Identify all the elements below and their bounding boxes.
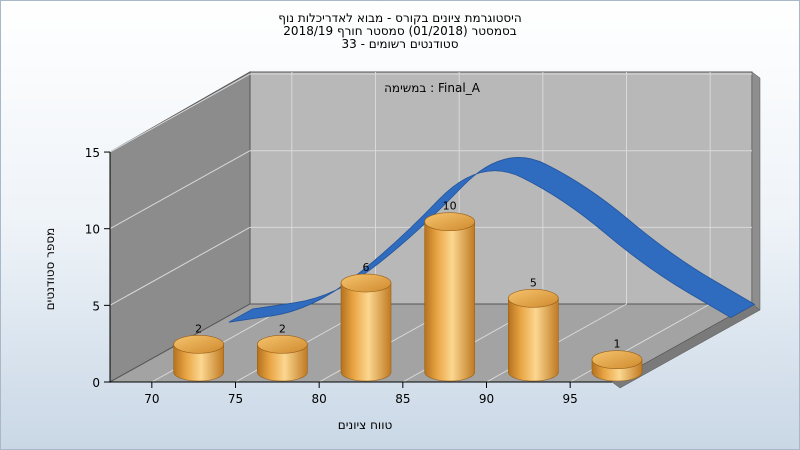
bar-value-label: 10 [443, 200, 457, 213]
y-gridline-wall [109, 150, 251, 230]
bar-body [173, 344, 224, 382]
bar-top [257, 335, 308, 354]
y-axis-label: מספר סטודנטים [43, 227, 57, 311]
chart-title-line-1: היסטוגרמת ציונים בקורס - מבוא לאדריכלות … [278, 11, 522, 25]
y-gridline-wall [109, 226, 251, 306]
bar-2: 6 [340, 261, 392, 382]
bar-value-label: 2 [279, 322, 286, 335]
bar-top [591, 350, 643, 369]
bar-body [257, 344, 308, 382]
x-axis-label: טווח ציונים [337, 418, 393, 432]
y-tick-label: 10 [85, 223, 100, 237]
x-tick-label: 80 [312, 392, 327, 406]
chart-annotation: במשימה : Final_A [384, 81, 481, 95]
bar-value-label: 5 [530, 276, 537, 289]
bar-body [508, 298, 559, 382]
bar-value-label: 1 [614, 338, 621, 351]
x-tick-label: 85 [395, 392, 410, 406]
bar-0: 2 [173, 322, 224, 382]
x-tick-label: 90 [479, 392, 494, 406]
axes: 0 5 10 15 70 75 80 85 90 95 [85, 146, 612, 406]
x-tick-label: 70 [144, 392, 159, 406]
bar-value-label: 2 [195, 322, 202, 335]
x-tick-label: 75 [228, 392, 243, 406]
y-gridline-wall [109, 73, 251, 153]
bar-body [424, 221, 475, 382]
back-right-edge [751, 71, 761, 311]
x-tick-label: 95 [563, 392, 578, 406]
gridlines [109, 72, 752, 383]
y-tick-label: 5 [92, 299, 100, 313]
bars: 2 2 6 10 5 1 [173, 200, 643, 382]
y-tick-label: 15 [85, 146, 100, 160]
bar-top [508, 289, 559, 308]
bar-value-label: 6 [363, 261, 370, 274]
distribution-ribbon [228, 157, 756, 323]
distribution-curve [228, 157, 756, 323]
bar-top [424, 212, 475, 231]
chart-title-line-3: סטודנטים רשומים - 33 [341, 37, 459, 51]
bar-top [173, 335, 224, 354]
bar-1: 2 [257, 322, 308, 382]
chart-title-line-2: בסמסטר (01/2018) סמסטר חורף 2018/19 [283, 24, 517, 38]
bar-3: 10 [424, 200, 475, 382]
bar-top [340, 273, 392, 293]
bar-5: 1 [591, 338, 643, 382]
y-tick-label: 0 [92, 376, 100, 390]
bar-4: 5 [508, 276, 559, 382]
bar-body [340, 282, 392, 382]
